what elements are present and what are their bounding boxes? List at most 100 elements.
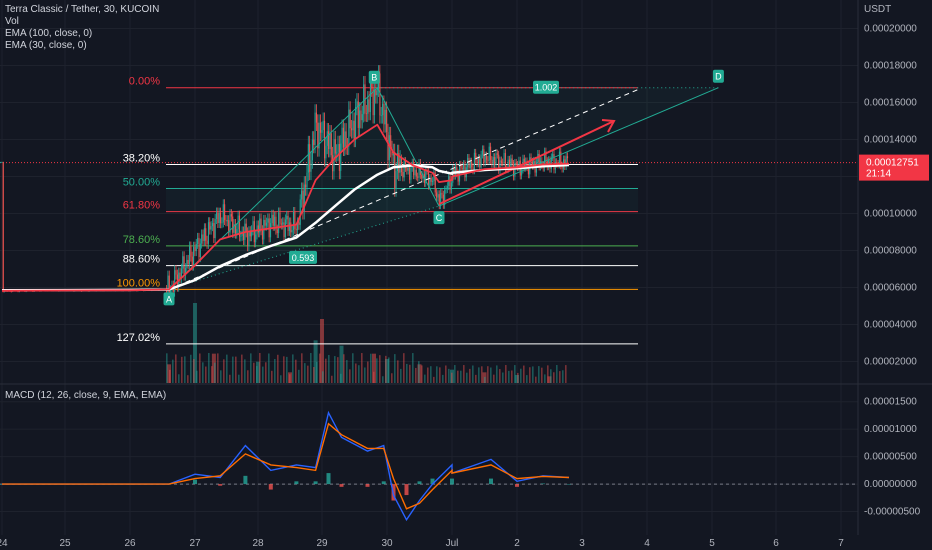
candle-body: [348, 109, 350, 147]
candle-body: [302, 190, 304, 212]
candle-body: [218, 212, 220, 224]
volume-bar-9: [385, 359, 389, 383]
candle-body: [567, 156, 569, 159]
volume-tick: [490, 367, 492, 383]
candle-body: [413, 162, 415, 176]
volume-tick: [475, 374, 477, 383]
volume-tick: [337, 357, 339, 383]
fib-label-3: 61.80%: [123, 200, 161, 212]
volume-tick: [244, 359, 246, 383]
point-a-label-text: A: [166, 294, 172, 304]
candle-body: [287, 215, 289, 231]
point-a-label-bg: [163, 292, 175, 306]
volume-tick: [187, 375, 189, 383]
candle-body: [388, 135, 390, 161]
volume-tick: [427, 367, 429, 383]
candle-body: [210, 226, 212, 230]
candle-body: [361, 114, 363, 121]
candle-body: [355, 106, 357, 139]
candle-body: [410, 167, 412, 180]
candle-body: [170, 290, 172, 294]
candle-body: [507, 159, 509, 170]
candle-body: [502, 162, 504, 164]
macd-pane: [0, 410, 858, 522]
candle-body: [184, 268, 187, 276]
volume-tick: [409, 364, 411, 383]
volume-bars: [166, 303, 567, 383]
volume-tick: [316, 361, 318, 383]
candle-body: [292, 211, 295, 231]
candle-body: [324, 120, 326, 159]
candle-body: [418, 162, 420, 178]
time-tick-10: 4: [644, 538, 650, 549]
ratio-label-1: 1.002: [533, 80, 559, 94]
volume-bar-7: [339, 345, 344, 383]
volume-tick: [361, 353, 363, 383]
candle-body: [330, 133, 332, 156]
ratio-label-2-text: 0.593: [292, 253, 315, 263]
candle-body: [553, 154, 555, 170]
volume-tick: [463, 365, 465, 383]
volume-tick: [397, 360, 399, 383]
price-tick-7: 0.00016000: [864, 98, 917, 109]
candle-body: [384, 109, 386, 125]
candle-body: [414, 169, 416, 176]
time-tick-11: 5: [709, 538, 715, 549]
candle-body: [234, 223, 236, 234]
candle-body: [298, 222, 300, 225]
candle-body: [440, 192, 442, 206]
candle-body: [179, 272, 181, 278]
candle-body: [373, 90, 376, 116]
candle-body: [564, 159, 566, 167]
candle-body: [398, 153, 400, 173]
volume-tick: [511, 370, 513, 383]
volume-tick: [484, 376, 486, 383]
volume-tick: [553, 372, 555, 383]
candle-body: [463, 164, 465, 170]
candle-body: [329, 133, 331, 150]
point-c-label-text: C: [436, 213, 443, 223]
point-c-label: C: [433, 211, 445, 225]
candle-body: [488, 146, 490, 161]
candle-body: [552, 154, 554, 158]
candle-body: [345, 131, 347, 147]
price-tick-1: 0.00004000: [864, 320, 917, 331]
volume-tick: [349, 369, 351, 383]
candle-body: [469, 161, 471, 169]
macd-histogram-bar-14: [404, 484, 409, 496]
volume-tick: [451, 372, 453, 383]
candle-body: [203, 228, 205, 241]
candle-body: [278, 212, 280, 234]
candle-body: [461, 167, 463, 170]
candle-body: [229, 214, 231, 233]
candle-body: [533, 160, 535, 166]
chart-title: Terra Classic / Tether, 30, KUCOIN: [5, 4, 160, 15]
volume-tick: [277, 354, 279, 383]
candle-body: [166, 289, 168, 292]
volume-bar-2: [211, 353, 216, 383]
candle-body: [402, 172, 404, 178]
volume-tick: [268, 353, 270, 383]
volume-tick: [526, 375, 528, 383]
volume-tick: [376, 358, 378, 383]
candle-body: [193, 246, 195, 266]
volume-tick: [172, 359, 174, 383]
candle-body: [449, 176, 451, 190]
candle-body: [386, 109, 388, 133]
candle-body: [187, 259, 189, 265]
axes: USDT 0.00002000 0.00004000 0.00006000 0.0000…: [0, 4, 929, 549]
candle-body: [295, 228, 297, 231]
candle-body: [491, 159, 493, 164]
volume-tick: [313, 367, 315, 383]
volume-tick: [247, 370, 249, 383]
target-arrow-head: [601, 119, 616, 133]
candle-body: [321, 130, 323, 133]
candle-body: [513, 163, 515, 177]
candle-body: [400, 158, 403, 173]
fib-label-6: 100.00%: [117, 277, 161, 289]
candle-body: [249, 231, 251, 237]
volume-tick: [541, 367, 543, 383]
candle-body: [376, 88, 378, 96]
volume-tick: [190, 354, 192, 383]
